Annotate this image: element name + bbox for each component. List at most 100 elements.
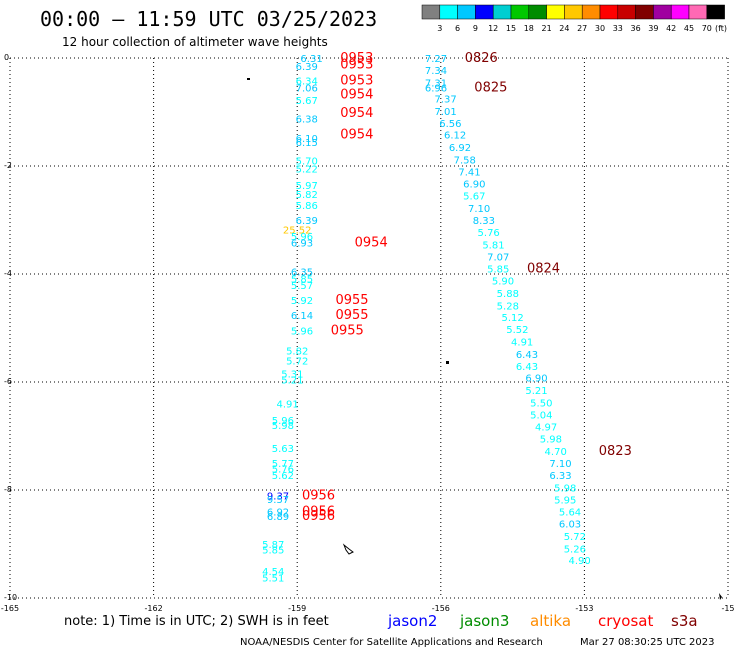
wave-height-label: 5.51 bbox=[262, 573, 284, 584]
colorbar-swatch bbox=[475, 4, 494, 20]
wave-height-label: 7.34 bbox=[425, 66, 447, 77]
wave-height-label: 5.21 bbox=[525, 386, 547, 397]
island-mark bbox=[247, 78, 250, 80]
legend-entry-altika: altika bbox=[530, 612, 571, 630]
colorbar-swatch bbox=[617, 4, 636, 20]
pass-time-label: 0826 bbox=[465, 51, 498, 66]
wave-height-label: 5.98 bbox=[540, 435, 562, 446]
pass-time-label: 0954 bbox=[340, 106, 373, 121]
wave-height-label: 5.82 bbox=[296, 190, 318, 201]
wave-height-label: 7.10 bbox=[468, 204, 490, 215]
wave-height-label: 4.70 bbox=[545, 447, 567, 458]
colorbar-tick-label: 70 bbox=[702, 24, 712, 33]
colorbar-swatch bbox=[688, 4, 708, 20]
y-tick-label: -6 bbox=[4, 377, 12, 386]
colorbar-tick-label: 27 bbox=[577, 24, 587, 33]
wave-height-label: 5.50 bbox=[530, 399, 552, 410]
colorbar-swatch bbox=[635, 4, 654, 20]
footer-timestamp: Mar 27 08:30:25 UTC 2023 bbox=[580, 637, 715, 648]
wave-height-label: 6.35 bbox=[291, 267, 313, 278]
pass-time-label: 0823 bbox=[599, 444, 632, 459]
footer-note: note: 1) Time is in UTC; 2) SWH is in fe… bbox=[64, 614, 329, 629]
wave-height-label: 5.63 bbox=[272, 444, 294, 455]
colorbar-swatch bbox=[421, 4, 441, 20]
wave-height-label: 5.64 bbox=[559, 508, 581, 519]
colorbar-tick-label: 33 bbox=[613, 24, 623, 33]
wave-height-label: 6.43 bbox=[516, 350, 538, 361]
wave-height-label: 6.39 bbox=[296, 62, 318, 73]
chart-subtitle: 12 hour collection of altimeter wave hei… bbox=[62, 35, 328, 49]
chart-title: 00:00 – 11:59 UTC 03/25/2023 bbox=[40, 7, 377, 31]
x-tick-label: -165 bbox=[1, 604, 19, 613]
pass-time-label: 0825 bbox=[474, 81, 507, 96]
wave-height-label: 6.14 bbox=[291, 311, 313, 322]
colorbar-tick-label: 24 bbox=[559, 24, 569, 33]
wave-height-label: 5.96 bbox=[291, 232, 313, 243]
wave-height-label: 6.93 bbox=[291, 239, 313, 250]
pass-time-label: 0953 bbox=[340, 57, 373, 72]
wave-height-label: 6.12 bbox=[444, 131, 466, 142]
wave-height-label: 5.67 bbox=[463, 192, 485, 203]
x-tick-label: -159 bbox=[288, 604, 306, 613]
wave-height-label: 6.31 bbox=[300, 54, 322, 65]
colorbar-swatch bbox=[653, 4, 672, 20]
colorbar-tick-label: 30 bbox=[595, 24, 605, 33]
wave-height-label: 7.31 bbox=[425, 78, 447, 89]
wave-height-label: 6.90 bbox=[525, 374, 547, 385]
wave-height-label: 5.28 bbox=[497, 301, 519, 312]
wave-height-label: 5.57 bbox=[291, 281, 313, 292]
colorbar-swatch bbox=[492, 4, 512, 20]
y-tick-label: -4 bbox=[4, 269, 12, 278]
island-outline bbox=[342, 543, 354, 555]
chart-axes: -165 -162 -159 -156 -153 -15 0 -2 -4 -6 -8 -10 bbox=[1, 53, 735, 613]
colorbar-swatch bbox=[528, 4, 547, 20]
wave-height-label: 6.92 bbox=[267, 508, 289, 519]
pass-time-label: 0956 bbox=[302, 488, 335, 503]
wave-height-label: 4.91 bbox=[511, 338, 533, 349]
legend-entry-cryosat: cryosat bbox=[598, 612, 653, 630]
legend-entry-jason2: jason2 bbox=[387, 612, 437, 630]
wave-height-label: 6.03 bbox=[559, 519, 581, 530]
wave-height-label: 5.86 bbox=[296, 201, 318, 212]
legend-entry-jason3: jason3 bbox=[459, 612, 509, 630]
y-tick-label: -2 bbox=[4, 161, 12, 170]
pass-time-label: 0955 bbox=[335, 308, 368, 323]
pass-time-label: 0955 bbox=[331, 324, 364, 339]
y-tick-label: 0 bbox=[4, 53, 9, 62]
wave-height-label: 6.34 bbox=[296, 77, 318, 88]
colorbar-legend: 3 6 9 12 15 18 21 24 27 30 33 36 39 42 45 70 bbox=[421, 4, 725, 33]
colorbar-tick-label: 42 bbox=[666, 24, 676, 33]
wave-height-label: 7.01 bbox=[434, 107, 456, 118]
colorbar-tick-label: 15 bbox=[506, 24, 516, 33]
wave-height-label: 8.33 bbox=[473, 216, 495, 227]
wave-height-label: 7.27 bbox=[425, 54, 447, 65]
colorbar-swatch bbox=[564, 4, 583, 20]
wave-height-label: 5.92 bbox=[291, 296, 313, 307]
wave-height-label: 6.96 bbox=[425, 84, 447, 95]
pass-time-label: 0954 bbox=[340, 88, 373, 103]
wave-height-label: 5.76 bbox=[478, 228, 500, 239]
wave-height-label: 9.37 bbox=[267, 491, 289, 502]
wave-height-label: 4.54 bbox=[262, 567, 284, 578]
wave-height-label: 5.85 bbox=[487, 265, 509, 276]
wave-height-label: 6.10 bbox=[296, 134, 318, 145]
wave-height-label: 5.85 bbox=[262, 545, 284, 556]
wave-height-label: 6.33 bbox=[549, 471, 571, 482]
pass-time-label: 0956 bbox=[302, 509, 335, 524]
colorbar-swatch bbox=[510, 4, 530, 20]
colorbar-swatch bbox=[546, 4, 565, 20]
colorbar-tick-label: 36 bbox=[631, 24, 641, 33]
colorbar-unit: (ft) bbox=[715, 24, 727, 33]
pass-time-label: 0954 bbox=[340, 128, 373, 143]
pass-time-label: 0956 bbox=[302, 505, 335, 520]
colorbar-tick-label: 3 bbox=[437, 24, 442, 33]
x-tick-label: -15 bbox=[721, 604, 734, 613]
legend-entry-s3a: s3a bbox=[671, 612, 698, 630]
wave-height-label: 6.38 bbox=[296, 114, 318, 125]
colorbar-tick-label: 9 bbox=[473, 24, 478, 33]
wave-height-label: 5.21 bbox=[281, 375, 303, 386]
wave-height-label: 5.88 bbox=[497, 289, 519, 300]
wave-height-label: 5.96 bbox=[291, 327, 313, 338]
wave-height-label: 6.15 bbox=[296, 138, 318, 149]
